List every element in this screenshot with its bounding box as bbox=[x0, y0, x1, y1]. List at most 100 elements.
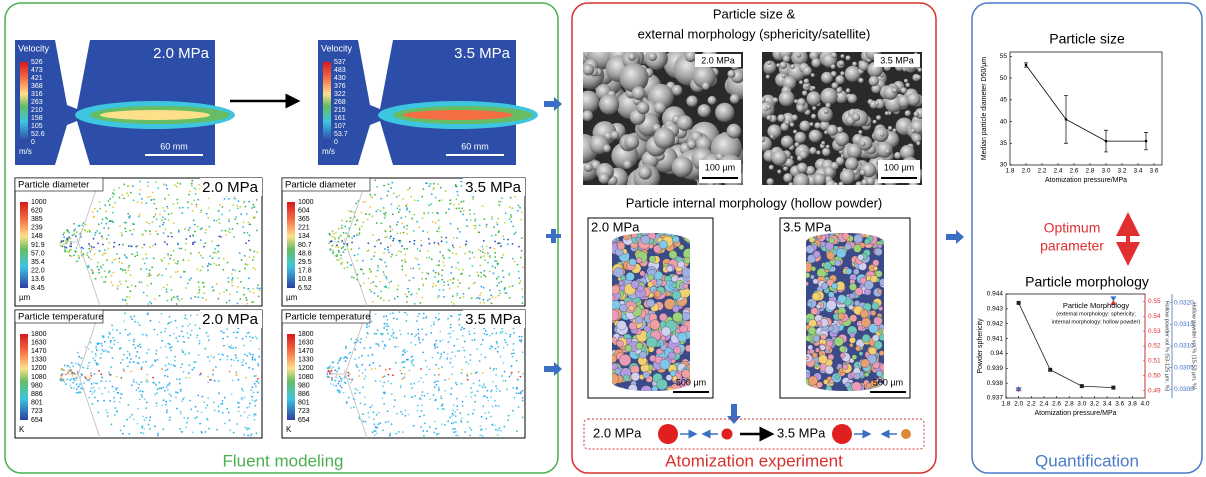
particle-dot bbox=[495, 297, 497, 299]
particle-dot bbox=[247, 427, 249, 429]
particle-dot bbox=[183, 271, 185, 273]
powder-particle bbox=[877, 142, 893, 158]
particle-dot bbox=[398, 431, 400, 433]
scalebar-label: 100 µm bbox=[705, 162, 735, 172]
particle-dot bbox=[498, 282, 500, 284]
particle-dot bbox=[405, 415, 407, 417]
particle-dot bbox=[438, 295, 440, 297]
particle-dot bbox=[103, 351, 105, 353]
x-axis-title: Atomization pressure/MPa bbox=[1045, 177, 1127, 184]
powder-particle bbox=[797, 163, 808, 174]
particle-dot bbox=[391, 423, 393, 425]
particle-dot bbox=[112, 357, 114, 359]
particle-dot bbox=[380, 242, 382, 244]
particle-dot bbox=[193, 367, 195, 369]
particle-dot bbox=[442, 339, 444, 341]
particle-dot bbox=[328, 233, 330, 235]
ct-particle bbox=[647, 282, 653, 288]
particle-dot bbox=[238, 379, 240, 381]
particle-dot bbox=[503, 347, 505, 349]
particle-dot bbox=[142, 234, 144, 236]
particle-dot bbox=[460, 314, 462, 316]
particle-dot bbox=[194, 296, 196, 298]
particle-dot bbox=[484, 253, 486, 255]
particle-dot bbox=[64, 381, 66, 383]
particle-dot bbox=[497, 434, 499, 436]
particle-dot bbox=[113, 259, 115, 261]
particle-dot bbox=[198, 286, 200, 288]
particle-dot bbox=[443, 296, 445, 298]
particle-dot bbox=[400, 333, 402, 335]
particle-dot bbox=[486, 334, 488, 336]
particle-dot bbox=[132, 185, 134, 187]
particle-dot bbox=[390, 383, 392, 385]
ct-particle bbox=[865, 372, 869, 376]
particle-dot bbox=[522, 351, 524, 353]
particle-dot bbox=[388, 252, 390, 254]
ct-particle bbox=[654, 271, 663, 280]
particle-dot bbox=[123, 354, 125, 356]
x-axis-title: Atomization pressure/MPa bbox=[1034, 410, 1116, 417]
particle-dot bbox=[364, 396, 366, 398]
particle-dot bbox=[410, 383, 412, 385]
pressure-label: 2.0 MPa bbox=[202, 311, 259, 328]
particle-dot bbox=[421, 410, 423, 412]
particle-dot bbox=[404, 377, 406, 379]
particle-dot bbox=[187, 282, 189, 284]
particle-dot bbox=[478, 249, 480, 251]
powder-particle bbox=[807, 91, 821, 105]
particle-dot bbox=[490, 416, 492, 418]
particle-dot bbox=[434, 242, 436, 244]
particle-dot bbox=[474, 395, 476, 397]
particle-dot bbox=[509, 286, 511, 288]
x-tick-label: 3.6 bbox=[1149, 168, 1158, 175]
particle-dot bbox=[165, 328, 167, 330]
particle-dot bbox=[228, 346, 230, 348]
particle-dot bbox=[147, 303, 149, 305]
particle-dot bbox=[102, 219, 104, 221]
ct-particle bbox=[862, 334, 870, 342]
ct-particle bbox=[853, 269, 859, 275]
ct-particle bbox=[859, 352, 863, 356]
particle-dot bbox=[331, 377, 333, 379]
particle-dot bbox=[458, 269, 460, 271]
powder-particle bbox=[783, 55, 790, 62]
particle-dot bbox=[228, 220, 230, 222]
colorbar-label: 1330 bbox=[298, 357, 314, 364]
particle-dot bbox=[419, 416, 421, 418]
particle-dot bbox=[376, 240, 378, 242]
particle-dot bbox=[425, 278, 427, 280]
particle-dot bbox=[124, 312, 126, 314]
particle-dot bbox=[479, 380, 481, 382]
particle-dot bbox=[64, 246, 66, 248]
particle-dot bbox=[154, 329, 156, 331]
particle-dot bbox=[236, 375, 238, 377]
ct-particle bbox=[873, 266, 877, 270]
particle-dot bbox=[227, 277, 229, 279]
particle-dot bbox=[376, 186, 378, 188]
colorbar-label: 537 bbox=[334, 59, 346, 66]
particle-dot bbox=[171, 289, 173, 291]
particle-dot bbox=[388, 282, 390, 284]
particle-dot bbox=[332, 250, 334, 252]
y-tick-label: 0.50 bbox=[1148, 372, 1161, 379]
particle-dot bbox=[494, 260, 496, 262]
particle-dot bbox=[416, 320, 418, 322]
particle-dot bbox=[256, 432, 258, 434]
optimum-label: Optimum bbox=[1044, 220, 1101, 236]
particle-dot bbox=[445, 190, 447, 192]
particle-dot bbox=[167, 376, 169, 378]
particle-dot bbox=[200, 373, 202, 375]
particle-dot bbox=[438, 386, 440, 388]
particle-icon bbox=[832, 424, 852, 444]
particle-dot bbox=[227, 231, 229, 233]
particle-dot bbox=[443, 281, 445, 283]
particle-dot bbox=[241, 259, 243, 261]
particle-dot bbox=[383, 274, 385, 276]
particle-dot bbox=[95, 353, 97, 355]
ct-particle bbox=[680, 325, 688, 333]
particle-dot bbox=[156, 208, 158, 210]
particle-dot bbox=[105, 349, 107, 351]
particle-dot bbox=[218, 392, 220, 394]
powder-particle bbox=[907, 92, 921, 106]
